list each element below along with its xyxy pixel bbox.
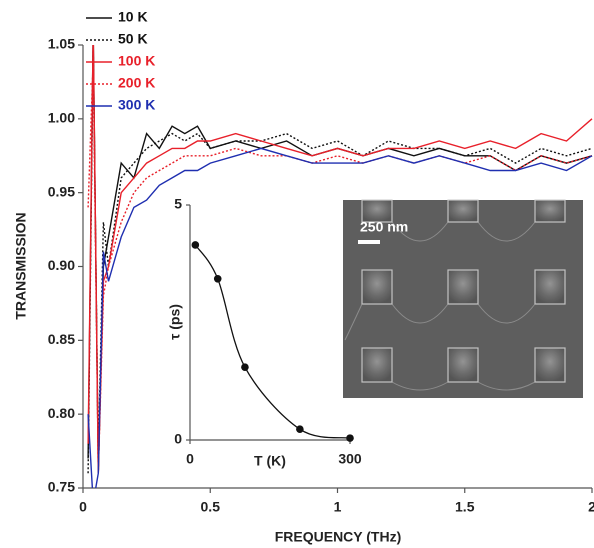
x-tick-label: 0 bbox=[79, 499, 87, 515]
inset-plot: 0 300 0 5 T (K) τ (ps) bbox=[167, 196, 362, 471]
y-tick-label: 1.00 bbox=[48, 110, 75, 126]
legend-label: 300 K bbox=[118, 97, 155, 113]
y-tick-label: 0.80 bbox=[48, 405, 75, 421]
series-line bbox=[87, 147, 593, 488]
scale-bar bbox=[358, 240, 380, 244]
x-tick-label: 0.5 bbox=[201, 499, 221, 515]
x-axis-label: FREQUENCY (THz) bbox=[275, 529, 402, 545]
y-tick-label: 0.75 bbox=[48, 479, 75, 495]
y-tick-label: 0.95 bbox=[48, 183, 75, 199]
series-line bbox=[87, 45, 593, 474]
data-point bbox=[296, 425, 304, 433]
legend-label: 10 K bbox=[118, 9, 148, 25]
legend-label: 50 K bbox=[118, 31, 148, 47]
inset-background bbox=[168, 196, 360, 471]
data-point bbox=[241, 363, 249, 371]
series-line bbox=[87, 59, 593, 474]
x-tick-label: 1 bbox=[334, 499, 342, 515]
data-point bbox=[191, 241, 200, 249]
series-line bbox=[87, 45, 593, 474]
y-axis-label: τ (ps) bbox=[167, 304, 183, 340]
sem-image: 250 nm bbox=[343, 199, 583, 398]
legend-label: 100 K bbox=[118, 53, 155, 69]
legend-label: 200 K bbox=[118, 75, 155, 91]
data-point bbox=[346, 434, 354, 442]
x-tick-label: 1.5 bbox=[455, 499, 475, 515]
y-tick-label: 0.90 bbox=[48, 257, 75, 273]
y-tick-label: 0.85 bbox=[48, 331, 75, 347]
x-tick-label: 0 bbox=[186, 451, 194, 467]
y-tick-label: 0 bbox=[174, 431, 182, 447]
y-tick-label: 1.05 bbox=[48, 36, 75, 52]
main-plot: 0 0.5 1 1.5 2 0.75 0.80 0.85 0.90 0.95 1.00 1.05 FRE… bbox=[13, 9, 594, 545]
data-point bbox=[213, 274, 222, 283]
x-axis-label: T (K) bbox=[254, 453, 286, 469]
series-line bbox=[87, 45, 593, 474]
y-axis-label: TRANSMISSION bbox=[13, 212, 29, 319]
x-tick-label: 300 bbox=[338, 451, 362, 467]
y-tick-label: 5 bbox=[174, 196, 182, 212]
scale-label: 250 nm bbox=[360, 219, 408, 235]
x-tick-label: 2 bbox=[588, 499, 594, 515]
